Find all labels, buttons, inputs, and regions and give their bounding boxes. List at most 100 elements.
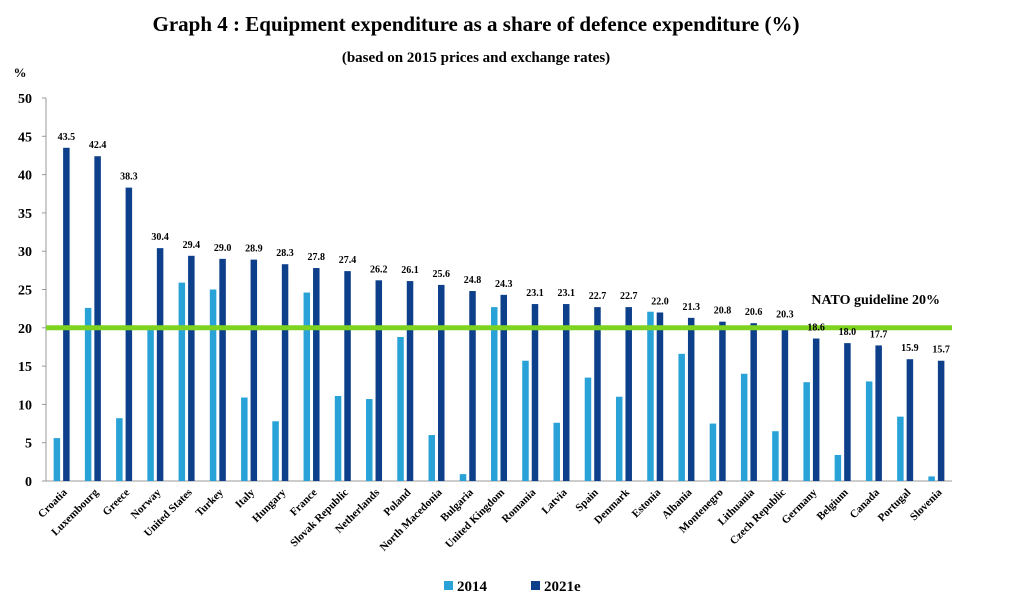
y-tick-label: 5: [25, 437, 32, 452]
data-label-2021e: 24.3: [495, 279, 513, 290]
bar-2014: [740, 373, 748, 481]
data-label-2021e: 28.9: [245, 244, 263, 255]
bar-2021e: [500, 294, 507, 481]
x-tick-label: Czech Republic: [728, 487, 789, 548]
bar-2021e: [719, 321, 726, 481]
x-tick-label: Slovenia: [908, 486, 945, 523]
x-tick-label: Latvia: [540, 486, 570, 516]
data-label-2021e: 20.6: [745, 307, 763, 318]
nato-guideline-label: NATO guideline 20%: [811, 293, 940, 308]
bar-2021e: [250, 259, 258, 481]
bar-2021e: [219, 258, 226, 481]
x-tick-label: Spain: [573, 487, 601, 515]
data-label-2021e: 29.0: [214, 243, 232, 254]
bar-2014: [772, 431, 779, 481]
bar-2014: [865, 381, 873, 481]
y-axis-label: %: [14, 65, 27, 80]
legend-swatch-2014: [444, 581, 453, 590]
bar-2021e: [469, 291, 476, 481]
bar-2021e: [406, 281, 414, 481]
bar-2021e: [281, 264, 289, 481]
data-label-2021e: 22.7: [620, 291, 638, 302]
data-label-2021e: 24.8: [464, 275, 482, 286]
legend-label-2021e: 2021e: [544, 579, 581, 595]
data-label-2021e: 15.9: [901, 343, 919, 354]
bar-2014: [491, 307, 498, 481]
bar-2021e: [438, 284, 445, 481]
x-tick-label: Belgium: [815, 487, 851, 523]
x-tick-label: United Kingdom: [443, 487, 507, 551]
bar-2014: [241, 397, 248, 481]
bar-2021e: [94, 156, 101, 481]
data-label-2021e: 18.6: [807, 323, 825, 334]
x-tick-label: Italy: [233, 486, 257, 510]
data-label-2021e: 29.4: [183, 240, 201, 251]
bar-2014: [928, 476, 935, 481]
y-tick-label: 35: [18, 207, 32, 222]
data-label-2021e: 21.3: [682, 302, 700, 313]
data-label-2021e: 30.4: [151, 232, 169, 243]
y-tick-label: 50: [18, 92, 32, 107]
bar-2021e: [687, 317, 695, 481]
data-label-2021e: 23.1: [526, 288, 544, 299]
chart-subtitle: (based on 2015 prices and exchange rates…: [341, 50, 611, 66]
data-label-2021e: 26.1: [401, 265, 419, 276]
bar-2021e: [156, 248, 164, 481]
bar-2014: [303, 292, 311, 481]
bar-2014: [553, 422, 560, 481]
bar-2021e: [562, 304, 570, 481]
x-tick-label: Hungary: [250, 486, 289, 525]
bar-2014: [584, 377, 592, 481]
x-tick-label: Portugal: [876, 487, 913, 524]
data-label-2021e: 18.0: [839, 327, 857, 338]
bar-2021e: [812, 338, 820, 481]
x-tick-label: Greece: [101, 487, 133, 519]
bar-2021e: [125, 187, 133, 481]
bar-2014: [116, 418, 123, 481]
data-label-2021e: 20.8: [714, 306, 732, 317]
bar-2014: [522, 360, 529, 481]
bar-2021e: [313, 268, 320, 481]
bar-2021e: [188, 255, 195, 481]
bar-2021e: [531, 304, 539, 481]
bar-2014: [428, 435, 436, 481]
data-label-2021e: 42.4: [89, 140, 107, 151]
bar-2014: [334, 395, 342, 481]
bar-2021e: [781, 325, 789, 481]
bar-2014: [615, 396, 623, 481]
bar-2014: [178, 282, 186, 481]
y-tick-label: 25: [18, 284, 32, 299]
bar-2021e: [906, 359, 914, 481]
bar-2021e: [594, 307, 601, 481]
data-label-2021e: 22.0: [651, 296, 669, 307]
data-label-2021e: 17.7: [870, 329, 888, 340]
data-label-2021e: 38.3: [120, 172, 138, 183]
data-label-2021e: 28.3: [276, 248, 294, 259]
y-tick-label: 15: [18, 360, 32, 375]
bar-2014: [84, 307, 92, 481]
data-label-2021e: 27.8: [308, 252, 326, 263]
data-label-2021e: 26.2: [370, 264, 388, 275]
bar-2014: [272, 421, 279, 481]
data-label-2021e: 23.1: [557, 288, 575, 299]
bar-2021e: [656, 312, 664, 481]
bar-2021e: [875, 345, 882, 481]
x-tick-label: Denmark: [592, 486, 633, 527]
y-tick-label: 40: [18, 169, 32, 184]
x-tick-label: Estonia: [630, 486, 664, 520]
bar-2014: [897, 416, 904, 481]
bar-2021e: [344, 271, 351, 481]
bar-2021e: [750, 323, 757, 481]
bar-2014: [834, 454, 842, 481]
data-label-2021e: 43.5: [58, 132, 76, 143]
bar-2021e: [844, 343, 851, 481]
data-label-2021e: 15.7: [932, 345, 950, 356]
bar-2014: [53, 438, 61, 481]
y-tick-label: 20: [18, 322, 32, 337]
data-label-2021e: 27.4: [339, 255, 357, 266]
bar-2014: [678, 353, 685, 481]
bar-2021e: [63, 147, 70, 482]
data-label-2021e: 25.6: [433, 269, 451, 280]
bar-2014: [209, 289, 217, 481]
